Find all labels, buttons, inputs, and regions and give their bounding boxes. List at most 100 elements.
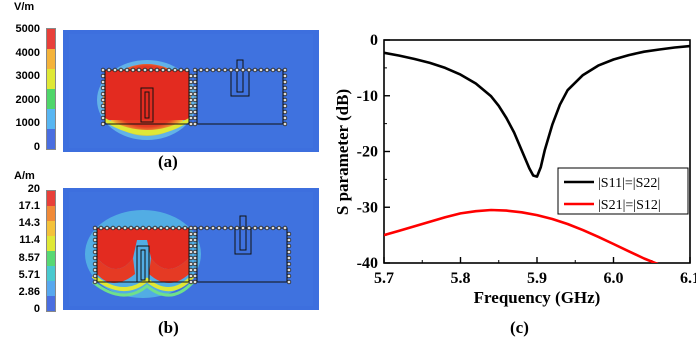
via-hole (188, 91, 194, 97)
via-hole (192, 225, 198, 231)
via-hole (282, 225, 288, 231)
colorbar-tick-label: 0 (33, 303, 40, 315)
via-hole (188, 79, 194, 85)
colorbar-segment (47, 48, 55, 69)
chart-svg: 5.7 5.8 5.9 6.0 6.1 0 -10 -20 -30 -40 |S11|=|S22|… (333, 32, 696, 307)
via-hole (198, 67, 204, 73)
via-hole (92, 243, 98, 249)
via-hole (192, 85, 198, 91)
via-hole (258, 67, 264, 73)
via-hole (140, 225, 146, 231)
via-hole (92, 249, 98, 255)
via-hole (192, 231, 198, 237)
via-hole (92, 255, 98, 261)
colorbar-tick-label: 4000 (15, 46, 40, 59)
via-hole (222, 67, 228, 73)
via-hole (166, 67, 172, 73)
via-hole (204, 225, 210, 231)
colorbar-tick-label: 5000 (15, 23, 40, 35)
colorbar-segment (47, 251, 55, 266)
via-hole (106, 67, 112, 73)
via-hole (130, 67, 136, 73)
y-tick-label: -10 (357, 88, 378, 105)
via-hole (264, 225, 270, 231)
via-hole (240, 225, 246, 231)
via-hole (228, 67, 234, 73)
via-hole (286, 243, 292, 249)
via-hole (112, 67, 118, 73)
via-hole (92, 279, 98, 285)
via-hole (264, 67, 270, 73)
colorbar-tick-label: 0 (33, 141, 40, 153)
via-hole (188, 261, 194, 267)
via-hole (100, 85, 106, 91)
via-hole (176, 225, 182, 231)
colorbar-segment (47, 281, 55, 296)
s-parameter-chart: 5.7 5.8 5.9 6.0 6.1 0 -10 -20 -30 -40 |S11|=|S22|… (330, 0, 696, 351)
via-hole (192, 91, 198, 97)
panel-a-label: (a) (158, 152, 178, 171)
x-tick-label: 6.0 (604, 270, 624, 287)
colorbar-tick-label: 14.3 (18, 217, 40, 230)
colorbar-segment (47, 88, 55, 109)
via-hole (164, 225, 170, 231)
via-hole (172, 67, 178, 73)
via-hole (192, 115, 198, 121)
via-hole (282, 115, 288, 121)
via-hole (92, 231, 98, 237)
via-hole (192, 97, 198, 103)
field-map-b (63, 188, 319, 315)
via-hole (178, 67, 184, 73)
colorbar-segment (47, 128, 55, 149)
colorbar-segment (47, 236, 55, 251)
via-hole (188, 243, 194, 249)
via-hole (118, 67, 124, 73)
panel-b-label: (b) (158, 318, 179, 337)
via-hole (286, 261, 292, 267)
via-hole (210, 67, 216, 73)
via-hole (152, 225, 158, 231)
via-hole (240, 67, 246, 73)
x-axis-label: Frequency (GHz) (474, 288, 601, 307)
via-hole (188, 73, 194, 79)
colorbar-tick-label: 11.4 (19, 234, 40, 247)
via-hole (188, 225, 194, 231)
via-hole (210, 225, 216, 231)
via-hole (100, 73, 106, 79)
x-tick-label: 5.8 (451, 270, 471, 287)
via-hole (286, 231, 292, 237)
via-hole (184, 67, 190, 73)
via-hole (286, 237, 292, 243)
via-hole (228, 225, 234, 231)
via-hole (100, 67, 106, 73)
colorbar-segment (47, 108, 55, 129)
colorbar-tick-label: 3000 (15, 70, 40, 83)
via-hole (136, 67, 142, 73)
legend-box (557, 167, 689, 215)
via-hole (192, 109, 198, 115)
via-hole (234, 225, 240, 231)
via-hole (148, 67, 154, 73)
via-hole (282, 85, 288, 91)
via-hole (188, 237, 194, 243)
via-hole (282, 73, 288, 79)
y-axis-label: S parameter (dB) (333, 89, 352, 215)
via-hole (282, 109, 288, 115)
via-hole (192, 249, 198, 255)
via-hole (234, 67, 240, 73)
via-hole (100, 91, 106, 97)
via-hole (192, 237, 198, 243)
colorbar-segment (47, 68, 55, 89)
field-map-a (63, 30, 319, 157)
colorbar-b-unit: A/m (14, 170, 35, 182)
via-hole (188, 279, 194, 285)
colorbar-tick-label: 20 (27, 183, 40, 195)
via-hole (192, 67, 198, 73)
via-hole (276, 67, 282, 73)
via-hole (198, 225, 204, 231)
x-tick-label: 5.7 (374, 270, 394, 287)
via-hole (192, 255, 198, 261)
colorbar-segment (47, 191, 55, 206)
via-hole (92, 267, 98, 273)
via-hole (216, 225, 222, 231)
